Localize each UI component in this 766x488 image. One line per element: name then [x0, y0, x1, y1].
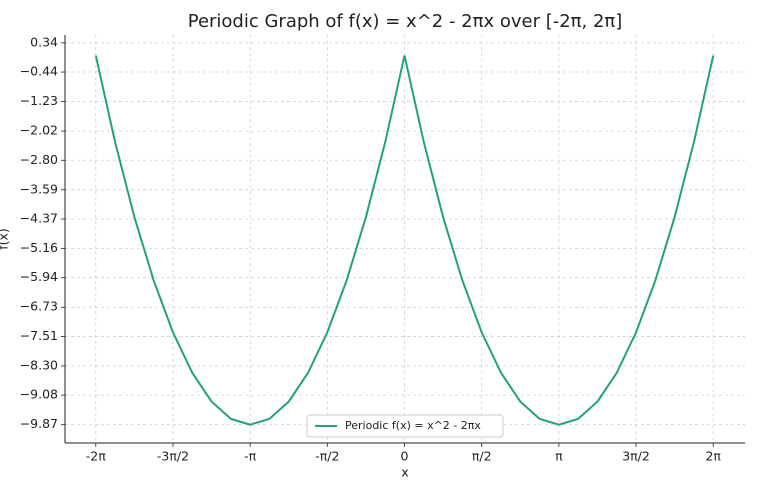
x-tick-label: π/2 [472, 449, 492, 464]
y-tick-label: −3.59 [20, 181, 58, 196]
y-tick-label: −6.73 [20, 299, 58, 314]
legend-label: Periodic f(x) = x^2 - 2πx [345, 419, 481, 432]
line [94, 55, 715, 426]
y-tick-label: −4.37 [20, 210, 58, 225]
x-tick-label: 3π/2 [622, 449, 650, 464]
x-tick-label: -3π/2 [157, 449, 189, 464]
chart-title: Periodic Graph of f(x) = x^2 - 2πx over … [188, 11, 623, 32]
y-tick-label: −0.44 [20, 64, 58, 79]
x-tick-label: -π/2 [315, 449, 339, 464]
y-tick-label: −9.87 [20, 416, 58, 431]
y-tick-label: −9.08 [20, 387, 58, 402]
y-tick-label: −8.30 [20, 357, 58, 372]
x-tick-label: π [555, 449, 563, 464]
y-tick-label: −5.16 [20, 240, 58, 255]
y-tick-label: −1.23 [20, 93, 58, 108]
y-tick-label: −7.51 [20, 328, 58, 343]
y-tick-label: 0.34 [30, 34, 58, 49]
y-axis-label: f(x) [0, 228, 11, 250]
y-tick-label: −2.02 [20, 123, 58, 138]
x-axis-label: x [401, 465, 408, 480]
y-tick-label: −5.94 [20, 269, 58, 284]
y-tick-label: −2.80 [20, 152, 58, 167]
legend-box [306, 414, 504, 438]
x-tick-label: 2π [705, 449, 721, 464]
x-tick-label: -2π [86, 449, 106, 464]
x-tick-label: -π [244, 449, 257, 464]
x-tick-label: 0 [401, 449, 409, 464]
legend: Periodic f(x) = x^2 - 2πx [306, 414, 504, 438]
